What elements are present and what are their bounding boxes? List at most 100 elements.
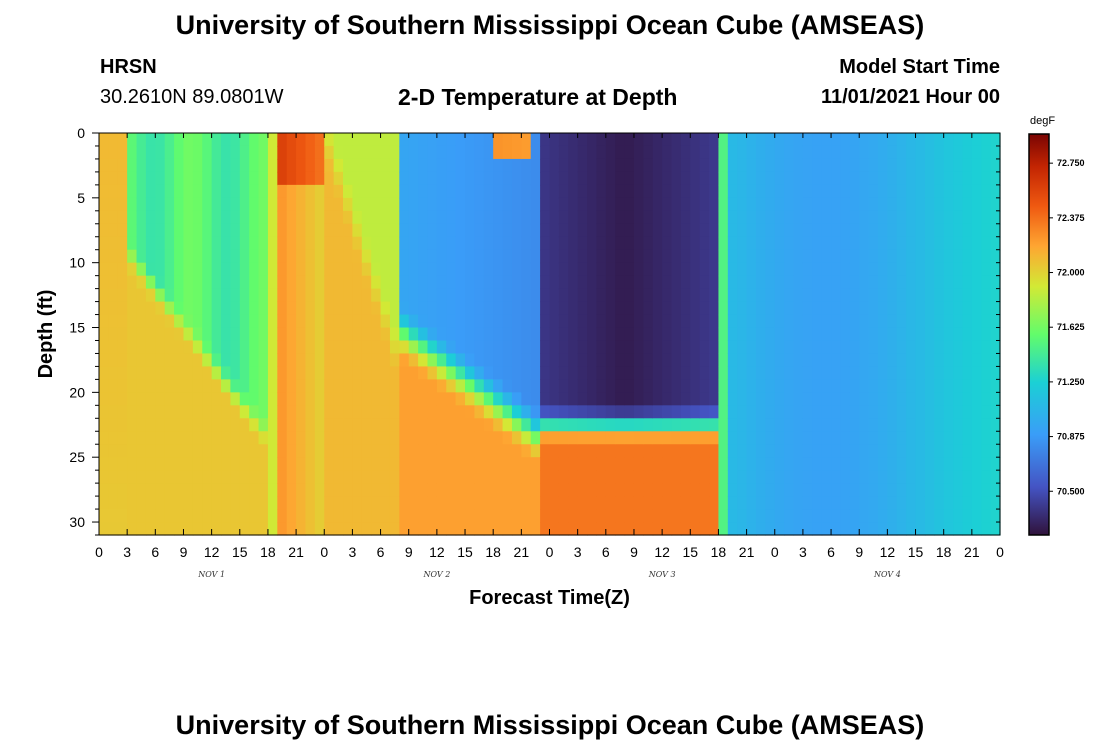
heatmap-cell — [793, 392, 804, 406]
heatmap-cell — [587, 340, 598, 355]
heatmap-cell — [305, 405, 316, 419]
heatmap-cell — [746, 301, 757, 316]
heatmap-cell — [812, 210, 823, 225]
heatmap-cell — [962, 431, 973, 445]
heatmap-cell — [446, 496, 457, 510]
heatmap-cell — [108, 288, 119, 303]
heatmap-cell — [136, 262, 147, 277]
heatmap-cell — [840, 444, 851, 458]
heatmap-cell — [877, 223, 888, 238]
heatmap-cell — [577, 262, 588, 277]
heatmap-cell — [155, 133, 166, 147]
heatmap-cell — [877, 366, 888, 380]
heatmap-cell — [145, 483, 156, 497]
heatmap-cell — [183, 509, 194, 523]
heatmap-cell — [577, 288, 588, 303]
heatmap-cell — [558, 431, 569, 445]
heatmap-cell — [643, 236, 654, 251]
heatmap-cell — [727, 145, 738, 160]
heatmap-cell — [99, 133, 109, 147]
heatmap-cell — [633, 366, 644, 380]
heatmap-cell — [202, 522, 213, 536]
y-tick-label: 5 — [77, 190, 85, 206]
heatmap-cell — [755, 145, 766, 160]
heatmap-cell — [924, 327, 935, 342]
heatmap-cell — [202, 496, 213, 510]
heatmap-cell — [831, 301, 842, 316]
heatmap-cell — [915, 444, 926, 458]
heatmap-cell — [258, 509, 269, 523]
heatmap-cell — [718, 314, 729, 329]
heatmap-cell — [408, 509, 419, 523]
heatmap-cell — [596, 522, 607, 536]
heatmap-cell — [596, 392, 607, 406]
heatmap-cell — [117, 171, 128, 186]
heatmap-cell — [352, 133, 363, 147]
heatmap-cell — [605, 496, 616, 510]
heatmap-cell — [981, 353, 992, 368]
heatmap-cell — [380, 457, 391, 471]
heatmap-cell — [108, 483, 119, 497]
heatmap-cell — [934, 158, 945, 173]
heatmap-cell — [643, 223, 654, 238]
heatmap-cell — [183, 171, 194, 186]
heatmap-cell — [812, 509, 823, 523]
heatmap-cell — [211, 496, 222, 510]
heatmap-cell — [633, 418, 644, 432]
heatmap-cell — [408, 366, 419, 380]
heatmap-cell — [737, 444, 748, 458]
heatmap-cell — [239, 158, 250, 173]
heatmap-cell — [117, 314, 128, 329]
heatmap-cell — [202, 353, 213, 368]
heatmap-cell — [239, 379, 250, 393]
heatmap-cell — [652, 249, 663, 264]
heatmap-cell — [408, 197, 419, 212]
heatmap-cell — [521, 392, 532, 406]
heatmap-cell — [521, 444, 532, 458]
x-tick-label: 3 — [123, 544, 131, 560]
heatmap-cell — [108, 197, 119, 212]
heatmap-cell — [371, 444, 382, 458]
heatmap-cell — [230, 262, 241, 277]
heatmap-cell — [258, 158, 269, 173]
heatmap-cell — [615, 431, 626, 445]
heatmap-cell — [859, 353, 870, 368]
heatmap-cell — [568, 314, 579, 329]
heatmap-cell — [962, 184, 973, 199]
heatmap-cell — [765, 158, 776, 173]
heatmap-cell — [465, 509, 476, 523]
heatmap-cell — [755, 379, 766, 393]
heatmap-cell — [596, 197, 607, 212]
heatmap-cell — [455, 301, 466, 316]
heatmap-cell — [821, 496, 832, 510]
heatmap-cell — [990, 262, 1001, 277]
heatmap-cell — [436, 470, 447, 484]
heatmap-cell — [314, 470, 325, 484]
heatmap-cell — [202, 431, 213, 445]
heatmap-cell — [981, 392, 992, 406]
heatmap-cell — [502, 184, 513, 199]
heatmap-cell — [915, 418, 926, 432]
heatmap-cell — [493, 444, 504, 458]
heatmap-cell — [727, 327, 738, 342]
heatmap-cell — [812, 158, 823, 173]
heatmap-cell — [943, 288, 954, 303]
heatmap-cell — [155, 405, 166, 419]
heatmap-cell — [971, 210, 982, 225]
heatmap-cell — [587, 210, 598, 225]
heatmap-cell — [587, 379, 598, 393]
heatmap-cell — [605, 327, 616, 342]
heatmap-cell — [849, 509, 860, 523]
heatmap-cell — [483, 509, 494, 523]
heatmap-cell — [934, 483, 945, 497]
heatmap-cell — [587, 197, 598, 212]
heatmap-cell — [296, 133, 307, 147]
heatmap-cell — [493, 133, 504, 147]
heatmap-cell — [267, 483, 278, 497]
heatmap-cell — [145, 522, 156, 536]
heatmap-cell — [868, 496, 879, 510]
heatmap-cell — [633, 353, 644, 368]
heatmap-cell — [915, 366, 926, 380]
heatmap-cell — [962, 496, 973, 510]
heatmap-cell — [145, 236, 156, 251]
